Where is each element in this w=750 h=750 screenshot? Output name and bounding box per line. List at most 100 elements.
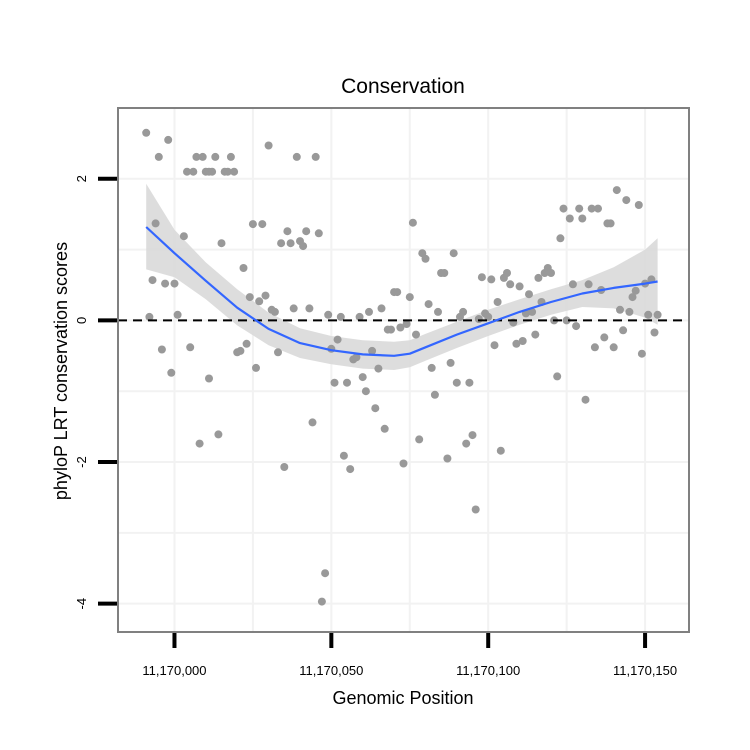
data-point [217, 239, 226, 248]
data-point [151, 219, 160, 228]
data-point [211, 152, 220, 161]
data-point [192, 152, 201, 161]
data-point [374, 364, 383, 373]
data-point [195, 439, 204, 448]
data-point [405, 293, 414, 302]
data-point [305, 304, 314, 313]
data-point [452, 378, 461, 387]
data-point [531, 330, 540, 339]
data-point [594, 204, 602, 213]
data-point [377, 304, 386, 313]
data-point [226, 152, 235, 161]
data-point [245, 293, 254, 302]
data-point [434, 307, 442, 316]
data-point [415, 435, 424, 444]
data-point [568, 280, 577, 289]
data-point [208, 167, 217, 176]
data-point [427, 363, 436, 372]
data-point [631, 286, 640, 295]
x-axis-title: Genomic Position [332, 688, 473, 708]
data-point [565, 214, 574, 223]
data-point [365, 307, 373, 316]
y-tick-label: -2 [74, 456, 89, 468]
data-point [653, 310, 662, 319]
data-point [496, 446, 505, 455]
data-point [286, 239, 295, 248]
data-point [408, 218, 417, 227]
data-point [283, 227, 292, 236]
data-point [330, 378, 339, 387]
data-point [167, 368, 176, 377]
data-point [402, 320, 411, 328]
data-point [572, 322, 581, 331]
data-point [321, 569, 330, 578]
data-point [380, 424, 389, 433]
data-point [587, 204, 596, 213]
data-point [487, 275, 496, 284]
data-point [474, 315, 483, 323]
data-point [396, 323, 405, 332]
data-point [559, 204, 568, 213]
data-point [189, 167, 198, 176]
data-point [157, 345, 166, 354]
data-point [145, 312, 154, 321]
data-point [628, 293, 637, 302]
confidence-ribbon [146, 183, 658, 370]
data-point [430, 390, 439, 399]
data-point [302, 227, 311, 236]
data-point [205, 374, 213, 383]
data-point [333, 335, 342, 344]
data-point [484, 312, 493, 321]
data-point [609, 343, 618, 352]
data-point [346, 465, 355, 474]
data-point [292, 152, 301, 161]
grid-lines [118, 107, 689, 632]
data-point [556, 234, 565, 243]
data-point [154, 152, 163, 161]
data-point [468, 431, 477, 440]
data-point [308, 418, 317, 427]
y-axis: -4 -2 0 2 [74, 175, 117, 609]
data-point [547, 269, 555, 277]
data-point [619, 326, 628, 335]
data-point [236, 346, 245, 355]
data-point [339, 451, 348, 460]
data-points [142, 128, 662, 606]
data-point [512, 339, 521, 348]
data-point [248, 220, 257, 229]
data-point [230, 167, 239, 176]
data-point [317, 597, 326, 606]
data-point [173, 310, 182, 319]
data-point [412, 330, 420, 339]
data-point [493, 298, 502, 306]
data-point [634, 201, 643, 209]
data-point [393, 288, 402, 297]
smooth-line-layer [145, 226, 658, 357]
data-point [449, 249, 458, 258]
data-point [581, 395, 590, 404]
y-tick-label: 2 [74, 175, 89, 182]
data-point [183, 167, 191, 176]
data-point [506, 280, 515, 289]
data-point [179, 232, 188, 241]
data-point [622, 196, 631, 205]
y-tick-label: 0 [74, 317, 89, 324]
data-point [584, 280, 593, 289]
data-point [612, 186, 621, 195]
data-point [371, 404, 380, 413]
data-point [515, 282, 524, 291]
data-point [223, 167, 232, 176]
data-point [214, 430, 223, 439]
data-point [440, 269, 449, 277]
data-point [239, 264, 248, 272]
x-tick-label: 11,170,050 [299, 663, 363, 678]
data-point [170, 279, 179, 288]
data-point [459, 307, 468, 316]
data-point [261, 291, 270, 300]
data-point [324, 310, 333, 319]
plot-panel-border [117, 107, 690, 633]
data-point [462, 439, 471, 448]
data-point [534, 273, 543, 282]
y-tick-label: -4 [74, 598, 89, 610]
